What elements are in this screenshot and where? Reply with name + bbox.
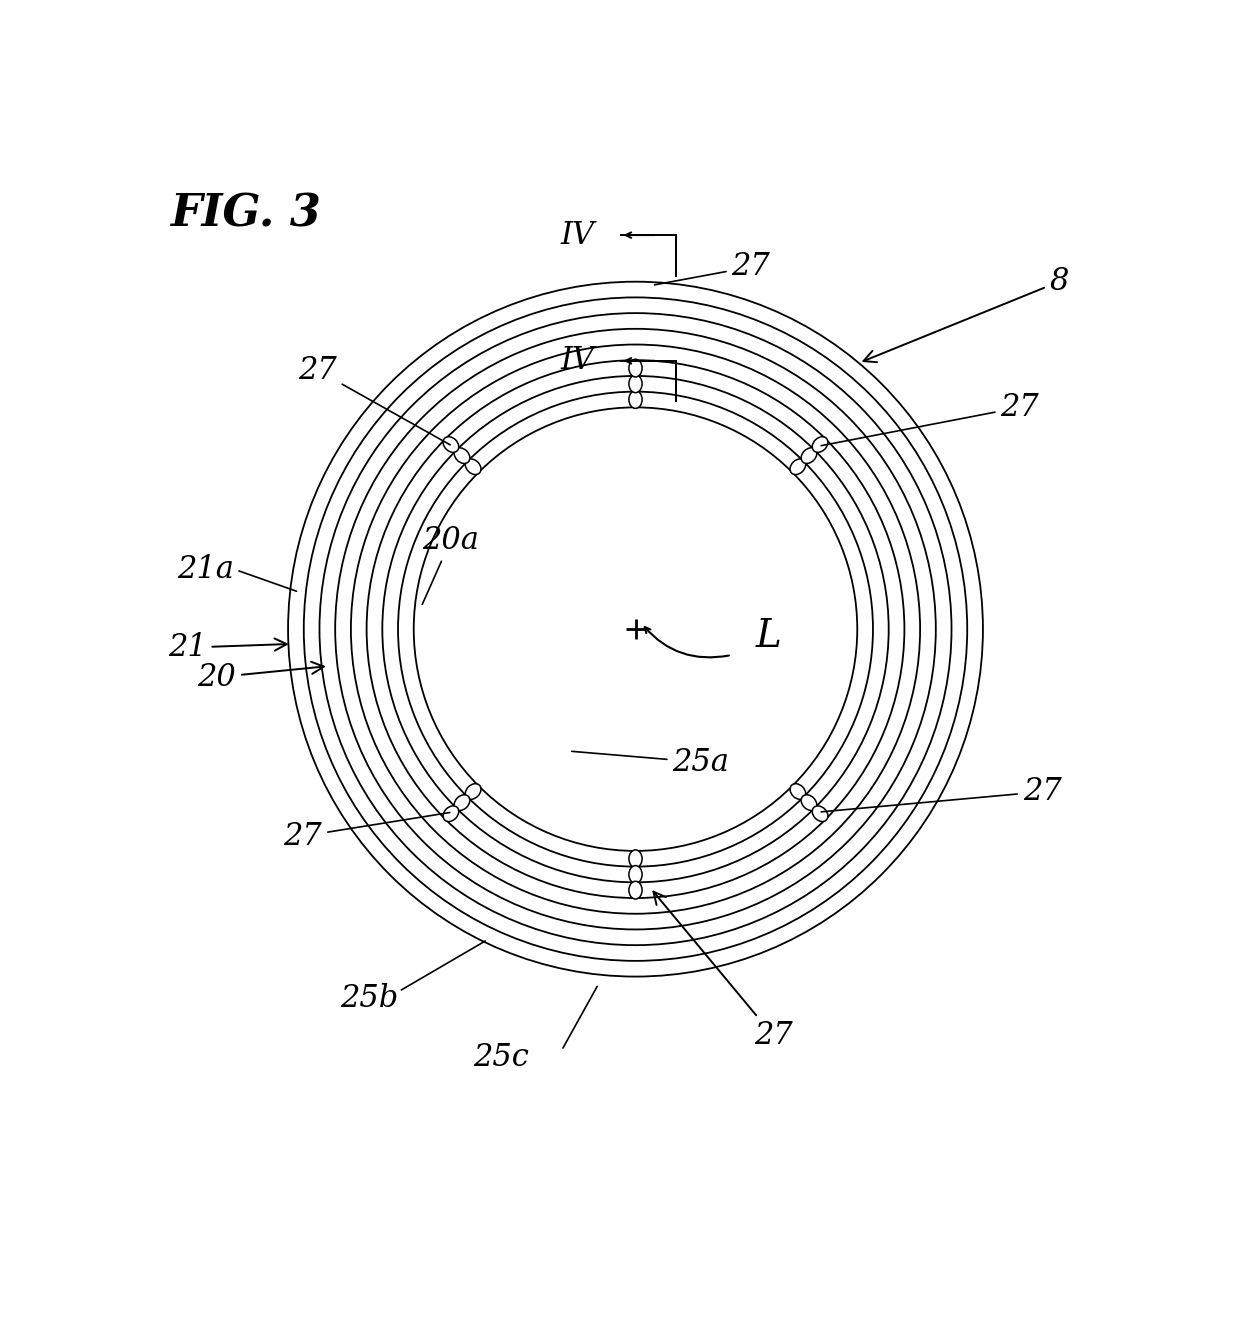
Ellipse shape (812, 806, 828, 822)
Text: 20: 20 (197, 662, 324, 692)
Ellipse shape (443, 437, 459, 452)
Text: L: L (755, 619, 781, 656)
Ellipse shape (801, 795, 817, 810)
Ellipse shape (629, 881, 642, 900)
Ellipse shape (801, 448, 817, 463)
Ellipse shape (465, 783, 481, 799)
Ellipse shape (629, 359, 642, 377)
Text: 27: 27 (821, 777, 1061, 811)
Ellipse shape (790, 459, 806, 475)
Ellipse shape (454, 795, 470, 810)
Ellipse shape (629, 390, 642, 409)
Ellipse shape (790, 783, 806, 799)
Text: 25a: 25a (572, 747, 729, 778)
Text: IV: IV (560, 220, 595, 251)
Ellipse shape (629, 849, 642, 868)
Ellipse shape (629, 865, 642, 884)
Text: 27: 27 (284, 813, 450, 852)
Text: FIG. 3: FIG. 3 (170, 193, 321, 236)
Ellipse shape (812, 437, 828, 452)
Text: 25c: 25c (472, 1042, 528, 1074)
Ellipse shape (443, 806, 459, 822)
Ellipse shape (629, 375, 642, 393)
Text: 8: 8 (863, 266, 1069, 363)
Text: 27: 27 (653, 892, 792, 1051)
Ellipse shape (465, 459, 481, 475)
Text: 27: 27 (299, 355, 450, 445)
Text: 21: 21 (167, 632, 286, 663)
Text: IV: IV (560, 346, 595, 376)
Text: 25b: 25b (340, 983, 398, 1014)
Text: 27: 27 (655, 252, 770, 285)
Text: 21a: 21a (177, 554, 234, 586)
Text: 27: 27 (821, 392, 1039, 446)
Ellipse shape (454, 448, 470, 463)
Text: 20a: 20a (423, 525, 479, 604)
